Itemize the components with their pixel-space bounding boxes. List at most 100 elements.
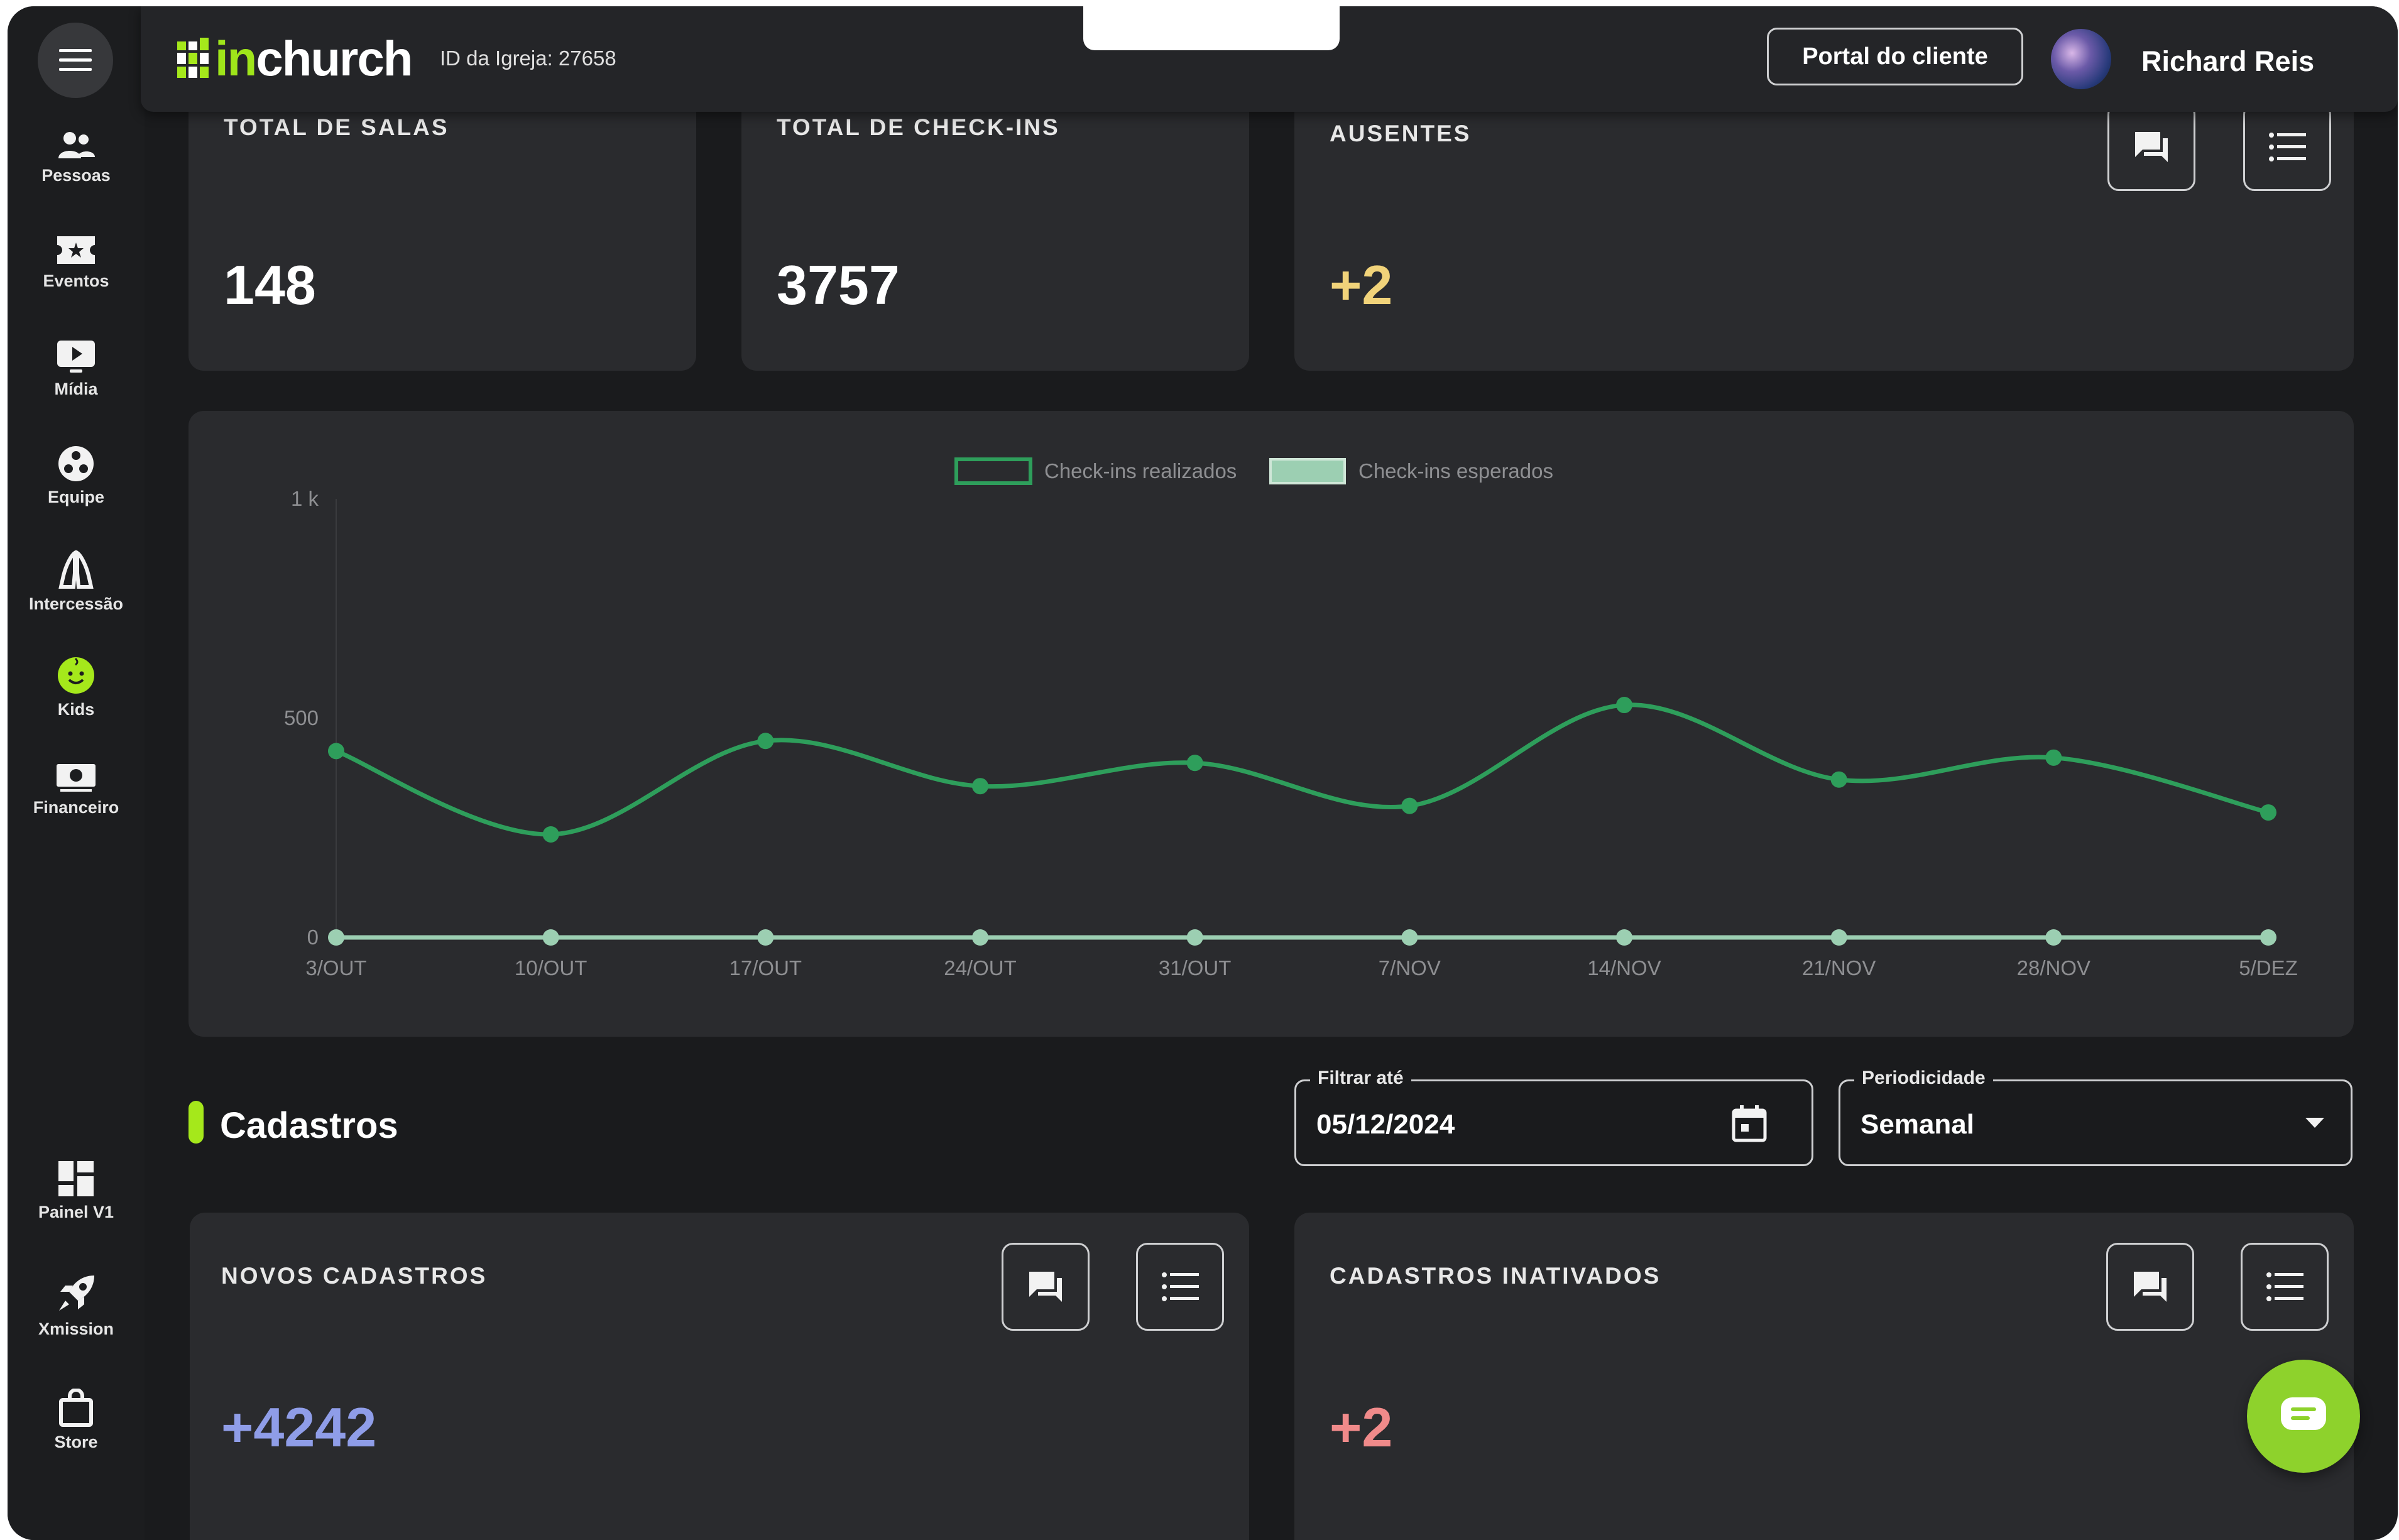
- data-point: [2260, 929, 2276, 946]
- dashboard-icon: [58, 1161, 94, 1196]
- people-icon: [58, 132, 95, 158]
- data-point: [972, 778, 988, 795]
- sidebar-item-kids[interactable]: Kids: [8, 656, 145, 719]
- legend-label: Check-ins realizados: [1044, 459, 1237, 483]
- data-point: [1830, 771, 1847, 788]
- checkins-chart-card: 0 500 1 k 3/OUT 10/OUT 17/OUT 24/OUT 31/OUT 7/NO…: [189, 411, 2354, 1037]
- sidebar-item-pessoas[interactable]: Pessoas: [8, 129, 145, 185]
- list-button[interactable]: [1136, 1243, 1224, 1331]
- stat-card-novos-cadastros: NOVOS CADASTROS +4242: [190, 1213, 1249, 1540]
- logo-grid-icon: [177, 38, 209, 78]
- legend-swatch: [1269, 458, 1346, 484]
- inchurch-logo[interactable]: inchurch: [177, 31, 413, 86]
- sidebar-item-intercessao[interactable]: Intercessão: [8, 550, 145, 614]
- card-title: AUSENTES: [1330, 121, 1472, 146]
- kids-icon: [58, 657, 94, 694]
- section-title: Cadastros: [220, 1105, 398, 1146]
- data-point: [542, 929, 559, 946]
- message-button[interactable]: [2106, 1243, 2194, 1331]
- periodicity-select[interactable]: Periodicidade Semanal: [1839, 1068, 2353, 1166]
- sidebar-item-eventos[interactable]: Eventos: [8, 234, 145, 291]
- support-chat-button[interactable]: [2247, 1360, 2360, 1473]
- card-value: +2: [1330, 1396, 1393, 1458]
- sidebar-item-label: Financeiro: [33, 798, 119, 817]
- x-tick-label: 14/NOV: [1587, 956, 1661, 980]
- data-point: [1616, 929, 1632, 946]
- data-point: [972, 929, 988, 946]
- chevron-down-icon[interactable]: [2305, 1118, 2324, 1129]
- play-icon: [57, 341, 95, 373]
- sidebar-item-label: Painel V1: [38, 1203, 114, 1221]
- sidebar-item-label: Pessoas: [41, 166, 111, 185]
- x-tick-label: 5/DEZ: [2239, 956, 2298, 980]
- ticket-icon: [57, 236, 95, 264]
- y-tick-label: 500: [284, 706, 319, 729]
- list-icon: [2266, 1272, 2303, 1301]
- hamburger-icon: [59, 49, 92, 71]
- sidebar-item-label: Mídia: [54, 380, 98, 398]
- client-portal-button[interactable]: Portal do cliente: [1767, 28, 2023, 85]
- sidebar-item-label: Xmission: [38, 1319, 114, 1338]
- data-point: [2045, 749, 2062, 766]
- series-line: [335, 702, 2269, 837]
- sidebar-item-xmission[interactable]: Xmission: [8, 1273, 145, 1339]
- list-icon: [1162, 1272, 1199, 1301]
- message-button[interactable]: [1002, 1243, 1090, 1331]
- data-point: [328, 743, 344, 760]
- team-icon: [58, 446, 94, 481]
- sidebar-item-equipe[interactable]: Equipe: [8, 445, 145, 507]
- filter-date-field[interactable]: Filtrar até 05/12/2024: [1294, 1068, 1813, 1166]
- card-title: CADASTROS INATIVADOS: [1330, 1263, 1661, 1289]
- field-value[interactable]: 05/12/2024: [1316, 1109, 1455, 1140]
- list-button[interactable]: [2243, 103, 2331, 191]
- sidebar-item-label: Store: [54, 1433, 98, 1451]
- avatar[interactable]: [2051, 29, 2111, 89]
- stat-card-cadastros-inativados: CADASTROS INATIVADOS +2: [1294, 1213, 2354, 1540]
- card-value: 3757: [777, 254, 900, 316]
- checkins-line-chart: 0 500 1 k 3/OUT 10/OUT 17/OUT 24/OUT 31/OUT 7/NO…: [284, 457, 2298, 980]
- x-tick-label: 31/OUT: [1159, 956, 1232, 980]
- y-tick-label: 0: [307, 926, 319, 949]
- field-value[interactable]: Semanal: [1861, 1109, 1974, 1140]
- message-button[interactable]: [2107, 103, 2195, 191]
- top-bar: inchurch ID da Igreja: 27658 Portal do c…: [141, 6, 2398, 112]
- field-label: Periodicidade: [1854, 1068, 1993, 1089]
- sidebar-item-label: Intercessão: [28, 594, 124, 613]
- card-value: 148: [224, 254, 316, 316]
- menu-toggle-button[interactable]: [38, 23, 113, 98]
- sidebar-item-store[interactable]: Store: [8, 1389, 145, 1452]
- x-tick-label: 3/OUT: [305, 956, 366, 980]
- section-accent-bar: [189, 1101, 204, 1144]
- data-point: [757, 929, 774, 946]
- y-tick-label: 1 k: [291, 487, 319, 510]
- sidebar-item-label: Equipe: [47, 488, 104, 506]
- rocket-icon: [59, 1275, 94, 1311]
- sidebar-item-midia[interactable]: Mídia: [8, 339, 145, 399]
- x-tick-label: 28/NOV: [2017, 956, 2090, 980]
- x-tick-label: 7/NOV: [1379, 956, 1441, 980]
- card-title: TOTAL DE SALAS: [224, 114, 449, 140]
- chat-bubble-icon: [2281, 1397, 2326, 1430]
- logo-text: inchurch: [215, 31, 413, 86]
- praying-hands-icon: [58, 550, 94, 589]
- user-name[interactable]: Richard Reis: [2141, 45, 2315, 77]
- x-tick-label: 24/OUT: [944, 956, 1017, 980]
- list-icon: [2269, 133, 2306, 161]
- card-value: +4242: [221, 1396, 377, 1458]
- calendar-icon[interactable]: [1731, 1104, 1768, 1143]
- sidebar: Pessoas Eventos Mídia Equipe Intercessão…: [8, 6, 145, 1540]
- data-point: [2260, 804, 2276, 821]
- sidebar-item-painel-v1[interactable]: Painel V1: [8, 1160, 145, 1222]
- data-point: [757, 733, 774, 750]
- x-tick-label: 10/OUT: [515, 956, 587, 980]
- card-title: TOTAL DE CHECK-INS: [777, 114, 1060, 140]
- chat-icon: [1029, 1272, 1062, 1302]
- data-point: [1830, 929, 1847, 946]
- card-title: NOVOS CADASTROS: [221, 1263, 488, 1289]
- bag-icon: [59, 1389, 93, 1427]
- data-point: [1186, 929, 1203, 946]
- sidebar-item-financeiro[interactable]: Financeiro: [8, 763, 145, 817]
- list-button[interactable]: [2241, 1243, 2329, 1331]
- sidebar-item-label: Eventos: [43, 271, 109, 290]
- sidebar-item-label: Kids: [57, 700, 95, 719]
